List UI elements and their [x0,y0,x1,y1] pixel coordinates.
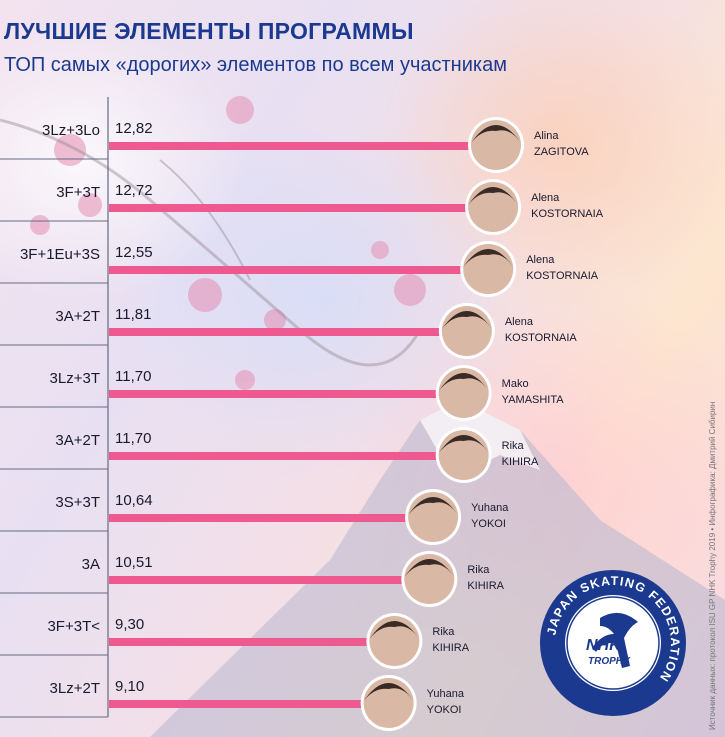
category-label: 3F+3T< [47,618,100,635]
skater-first-name: Rika [432,626,455,638]
category-label: 3A+2T [55,308,100,325]
skater-hair [463,249,514,267]
skater-first-name: Alina [534,130,559,142]
category-label: 3Lz+3Lo [42,122,100,139]
value-label: 10,51 [115,554,153,571]
skater-hair [438,435,489,453]
category-label: 3F+3T [56,184,100,201]
value-label: 12,72 [115,182,153,199]
bar [109,452,447,460]
skater-hair [404,559,455,577]
category-label: 3Lz+3T [50,370,100,387]
skater-hair [441,311,492,329]
skater-last-name: KOSTORNAIA [531,208,604,220]
skater-hair [408,497,459,515]
skater-last-name: KIHIRA [467,580,504,592]
skater-first-name: Alena [505,316,534,328]
skater-first-name: Yuhana [471,502,509,514]
skater-last-name: YOKOI [471,518,506,530]
bar [109,328,450,336]
skater-first-name: Rika [467,564,490,576]
category-label: 3Lz+2T [50,680,100,697]
logo-line2: TROPHY [588,656,631,667]
skater-first-name: Mako [502,378,529,390]
category-label: 3S+3T [55,494,100,511]
value-label: 12,55 [115,244,153,261]
bar [109,390,447,398]
bar [109,142,479,150]
bar [109,204,477,212]
category-label: 3A+2T [55,432,100,449]
source-credit: Источник данных: протокол ISU GP NHK Tro… [708,401,717,730]
skater-last-name: KOSTORNAIA [505,332,578,344]
value-label: 9,30 [115,616,144,633]
skater-last-name: KIHIRA [432,642,469,654]
skater-hair [438,373,489,391]
logo-line1: NHK [586,637,622,654]
skater-first-name: Alena [526,254,555,266]
nhk-trophy-logo: JAPAN SKATING FEDERATION NHK TROPHY [540,570,686,716]
skater-hair [369,621,420,639]
bar [109,700,372,708]
bar [109,638,378,646]
bar [109,576,413,584]
skater-last-name: ZAGITOVA [534,146,589,158]
value-label: 10,64 [115,492,153,509]
skater-first-name: Alena [531,192,560,204]
skater-last-name: KOSTORNAIA [526,270,599,282]
value-label: 12,82 [115,120,153,137]
skater-hair [468,187,519,205]
skater-last-name: KIHIRA [502,456,539,468]
skater-hair [363,683,414,701]
category-label: 3A [82,556,100,573]
value-label: 11,70 [115,430,151,447]
value-label: 11,70 [115,368,151,385]
chart-title: ЛУЧШИЕ ЭЛЕМЕНТЫ ПРОГРАММЫ [4,18,414,44]
skater-first-name: Yuhana [427,688,465,700]
skater-first-name: Rika [502,440,525,452]
value-label: 11,81 [115,306,151,323]
skater-last-name: YAMASHITA [502,394,565,406]
category-label: 3F+1Eu+3S [20,246,100,263]
value-label: 9,10 [115,678,144,695]
chart-subtitle: ТОП самых «дорогих» элементов по всем уч… [4,54,507,76]
skater-last-name: YOKOI [427,704,462,716]
bar [109,514,417,522]
skater-hair [471,125,521,143]
bar [109,266,472,274]
